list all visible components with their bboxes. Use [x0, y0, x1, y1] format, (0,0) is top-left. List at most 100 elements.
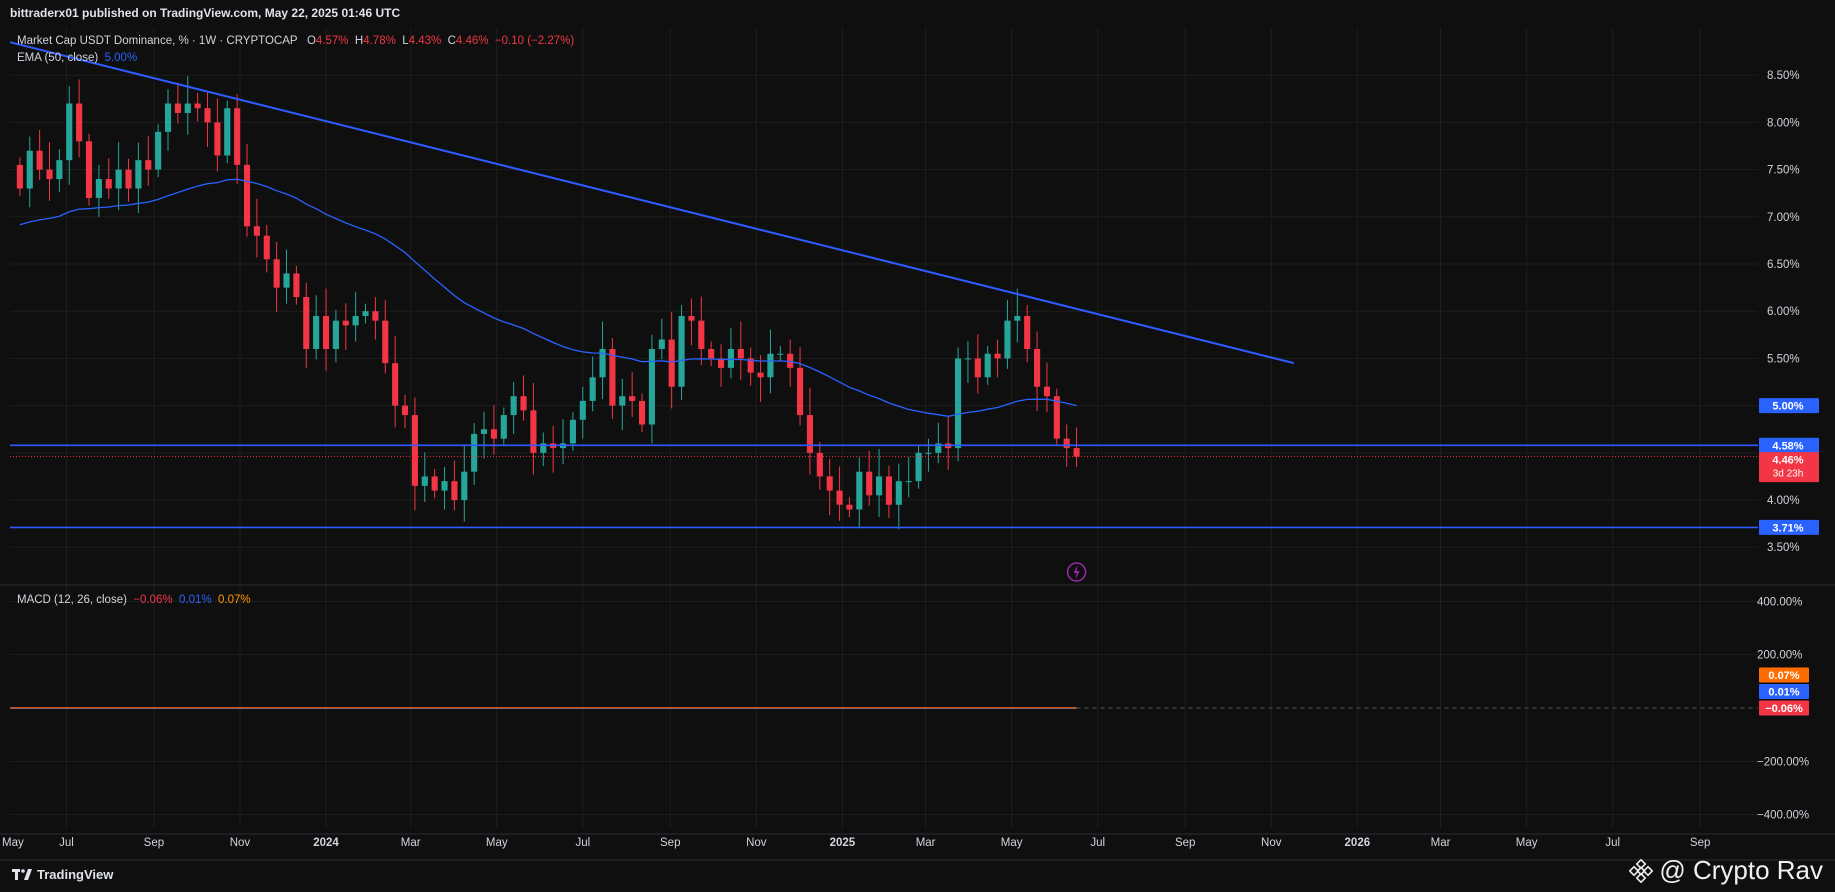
- support-price-badge-bg: [1759, 437, 1819, 453]
- candle: [836, 466, 843, 521]
- candle-body: [293, 273, 300, 298]
- candle-body: [964, 358, 972, 360]
- candle: [362, 303, 369, 324]
- close-price-badge-bg: [1759, 452, 1819, 483]
- candle: [1034, 331, 1041, 412]
- flash-icon-ring: [1066, 562, 1087, 582]
- candle-body: [777, 353, 784, 355]
- candle-body: [974, 358, 981, 378]
- candle-body: [925, 452, 932, 454]
- candle: [816, 441, 823, 490]
- candle: [540, 432, 547, 467]
- macd-value-badge: 0.07%: [1759, 667, 1809, 683]
- time-tick-label: May: [1516, 837, 1538, 849]
- time-tick-label: Nov: [1261, 837, 1282, 849]
- candle-body: [313, 315, 320, 349]
- candle: [204, 90, 211, 147]
- candle-body: [115, 169, 122, 189]
- candle: [1073, 427, 1080, 467]
- price-tick-label: 6.00%: [1767, 306, 1800, 318]
- candle-body: [678, 315, 685, 387]
- candle-body: [85, 141, 93, 198]
- candle: [26, 136, 33, 208]
- candle: [935, 422, 942, 464]
- tradingview-logo[interactable]: TradingView: [12, 867, 113, 882]
- candle-body: [767, 353, 774, 378]
- signal-value: 0.01%: [179, 594, 212, 606]
- open-value: 4.57%: [315, 35, 349, 47]
- candle-body: [1063, 438, 1070, 449]
- candle-body: [194, 103, 201, 109]
- candle: [451, 460, 458, 511]
- support-price-badge-bg: [1759, 519, 1819, 535]
- price-tick-label: 7.50%: [1767, 165, 1800, 177]
- low-value: 4.43%: [408, 35, 442, 47]
- time-tick-label: Sep: [144, 837, 164, 849]
- macd-legend[interactable]: MACD (12, 26, close) −0.06% 0.01% 0.07%: [17, 594, 251, 606]
- candle-body: [520, 396, 527, 411]
- close-price-badge-text: 4.46%: [1772, 455, 1803, 467]
- candle: [461, 444, 468, 522]
- candle-body: [263, 235, 270, 260]
- candle-body: [866, 471, 873, 496]
- candle-body: [1034, 348, 1041, 387]
- time-tick-label: May: [1001, 837, 1023, 849]
- candle: [263, 224, 270, 273]
- ema-price-badge-bg: [1759, 398, 1819, 414]
- candle-body: [1014, 315, 1021, 321]
- candle-body: [984, 353, 991, 378]
- candle: [66, 86, 73, 185]
- candle-body: [76, 103, 83, 142]
- candle-body: [1004, 320, 1011, 359]
- candle-body: [234, 108, 241, 165]
- candle: [471, 423, 478, 485]
- macd-value-badge-bg: [1759, 667, 1809, 683]
- low-label: L: [402, 35, 409, 47]
- high-label: H: [354, 35, 364, 47]
- symbol-title[interactable]: Market Cap USDT Dominance, % · 1W · CRYP…: [17, 35, 298, 47]
- candle-body: [490, 429, 497, 439]
- candle: [727, 328, 734, 379]
- candle-body: [846, 504, 853, 510]
- candle-body: [510, 396, 517, 416]
- candle: [964, 340, 972, 383]
- candle-body: [915, 452, 922, 482]
- candle: [480, 411, 488, 459]
- close-value: 4.46%: [455, 35, 489, 47]
- candle: [658, 318, 665, 360]
- candle: [500, 407, 507, 447]
- candle: [342, 303, 349, 350]
- candle: [747, 347, 754, 386]
- time-tick-label: Sep: [1690, 837, 1710, 849]
- candle: [293, 265, 300, 305]
- candle: [194, 92, 201, 122]
- candle: [283, 249, 290, 304]
- support-price-badge-text: 3.71%: [1772, 522, 1803, 534]
- time-tick-label: 2024: [313, 837, 339, 849]
- candle-body: [36, 150, 43, 170]
- candle: [866, 450, 873, 506]
- candle-body: [994, 353, 1001, 359]
- price-tick-label: 5.50%: [1767, 353, 1800, 365]
- candle: [155, 124, 162, 178]
- candle: [125, 158, 132, 202]
- watermark: @ Crypto Rav: [1629, 855, 1823, 886]
- candle: [352, 291, 359, 342]
- candle: [629, 372, 636, 417]
- ema-label: EMA (50, close): [17, 52, 99, 64]
- candle-body: [471, 433, 478, 472]
- macd-tick-label: 200.00%: [1757, 650, 1802, 662]
- candle: [411, 397, 418, 511]
- change-value: −0.10 (−2.27%): [494, 35, 575, 47]
- candle: [678, 305, 685, 400]
- time-tick-label: Mar: [916, 837, 936, 849]
- price-tick-label: 8.00%: [1767, 117, 1800, 129]
- ema-legend[interactable]: EMA (50, close) 5.00%: [17, 52, 137, 64]
- candle-body: [876, 476, 883, 496]
- candle-body: [461, 471, 468, 501]
- price-tick-label: 8.50%: [1767, 70, 1800, 82]
- price-tick-label: 6.50%: [1767, 259, 1800, 271]
- ema-price-badge-text: 5.00%: [1772, 401, 1803, 413]
- candle: [16, 157, 23, 197]
